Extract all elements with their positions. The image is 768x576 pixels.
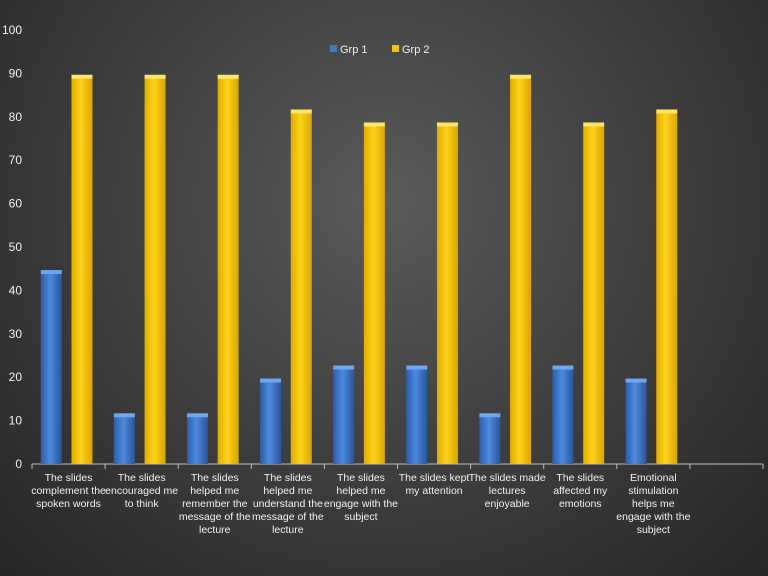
legend-item-grp-2: Grp 2 [392,44,430,56]
category-label: The slides helped me engage with the subjec… [324,472,398,523]
bar-top [217,74,239,79]
bar-top [656,109,678,114]
bar-body [144,77,166,465]
bar-grp-1-4 [260,378,282,464]
bars [40,74,678,465]
bar-grp-2-1 [71,74,93,465]
bar-grp-1-3 [186,413,208,464]
bar-top [510,74,532,79]
bar-grp-2-9 [656,109,678,465]
bar-body [333,368,355,464]
y-tick-label: 0 [15,457,22,471]
bar-body [40,273,62,464]
bar-grp-2-8 [583,122,605,464]
y-tick-label: 20 [9,370,23,384]
bar-top [290,109,312,114]
bar-body [552,368,574,464]
bar-body [625,381,647,464]
bar-grp-1-2 [113,413,135,464]
bar-body [71,77,93,465]
bar-grp-1-5 [333,365,355,464]
y-tick-label: 60 [9,197,23,211]
category-label: The slides kept my attention [399,472,470,497]
bar-top [333,365,355,370]
bar-body [479,416,501,464]
legend: Grp 1 Grp 2 [330,44,430,56]
legend-swatch [330,45,337,52]
bar-body [260,381,282,464]
y-tick-label: 30 [9,327,23,341]
y-tick-label: 40 [9,283,23,297]
category-label: The slides helped me remember the message o… [179,472,251,536]
bar-grp-1-7 [479,413,501,464]
bar-top [40,270,62,275]
bar-body [656,112,678,465]
bar-grp-2-3 [217,74,239,465]
bar-top [479,413,501,418]
bar-top [583,122,605,127]
bar-body [436,125,458,464]
bar-body [290,112,312,465]
legend-item-grp-1: Grp 1 [330,44,368,56]
bar-body [217,77,239,465]
bar-top [260,378,282,383]
bar-grp-1-8 [552,365,574,464]
y-tick-label: 10 [9,414,23,428]
legend-label: Grp 2 [402,44,430,56]
bar-body [583,125,605,464]
y-tick-label: 70 [9,153,23,167]
bar-top [186,413,208,418]
bar-top [144,74,166,79]
bar-body [510,77,532,465]
bar-grp-1-9 [625,378,647,464]
bar-top [406,365,428,370]
bar-body [186,416,208,464]
bar-grp-2-7 [510,74,532,465]
bar-top [363,122,385,127]
category-label: The slides encouraged me to think [105,472,178,510]
bar-top [113,413,135,418]
bar-body [406,368,428,464]
bar-grp-1-1 [40,270,62,464]
bar-top [625,378,647,383]
bar-grp-1-6 [406,365,428,464]
bar-body [113,416,135,464]
category-label: The slides made lectures enjoyable [469,472,546,510]
y-tick-label: 50 [9,240,23,254]
bar-grp-2-5 [363,122,385,464]
bar-top [71,74,93,79]
y-tick-label: 80 [9,110,23,124]
category-label: Emotional stimulation helps me engage with … [616,472,690,536]
bar-top [436,122,458,127]
bar-grp-2-6 [436,122,458,464]
y-tick-label: 100 [2,23,22,37]
bar-top [552,365,574,370]
axes: 0 10 20 30 40 50 60 70 80 90 100 [2,23,764,471]
category-label: The slides complement the spoken words [31,472,106,510]
y-tick-label: 90 [9,66,23,80]
category-labels: The slides complement the spoken wordsThe … [31,472,690,536]
legend-label: Grp 1 [340,44,368,56]
bar-grp-2-2 [144,74,166,465]
category-label: The slides affected my emotions [553,472,608,510]
category-label: The slides helped me understand the message… [252,472,324,536]
bar-grp-2-4 [290,109,312,465]
bar-body [363,125,385,464]
legend-swatch [392,45,399,52]
